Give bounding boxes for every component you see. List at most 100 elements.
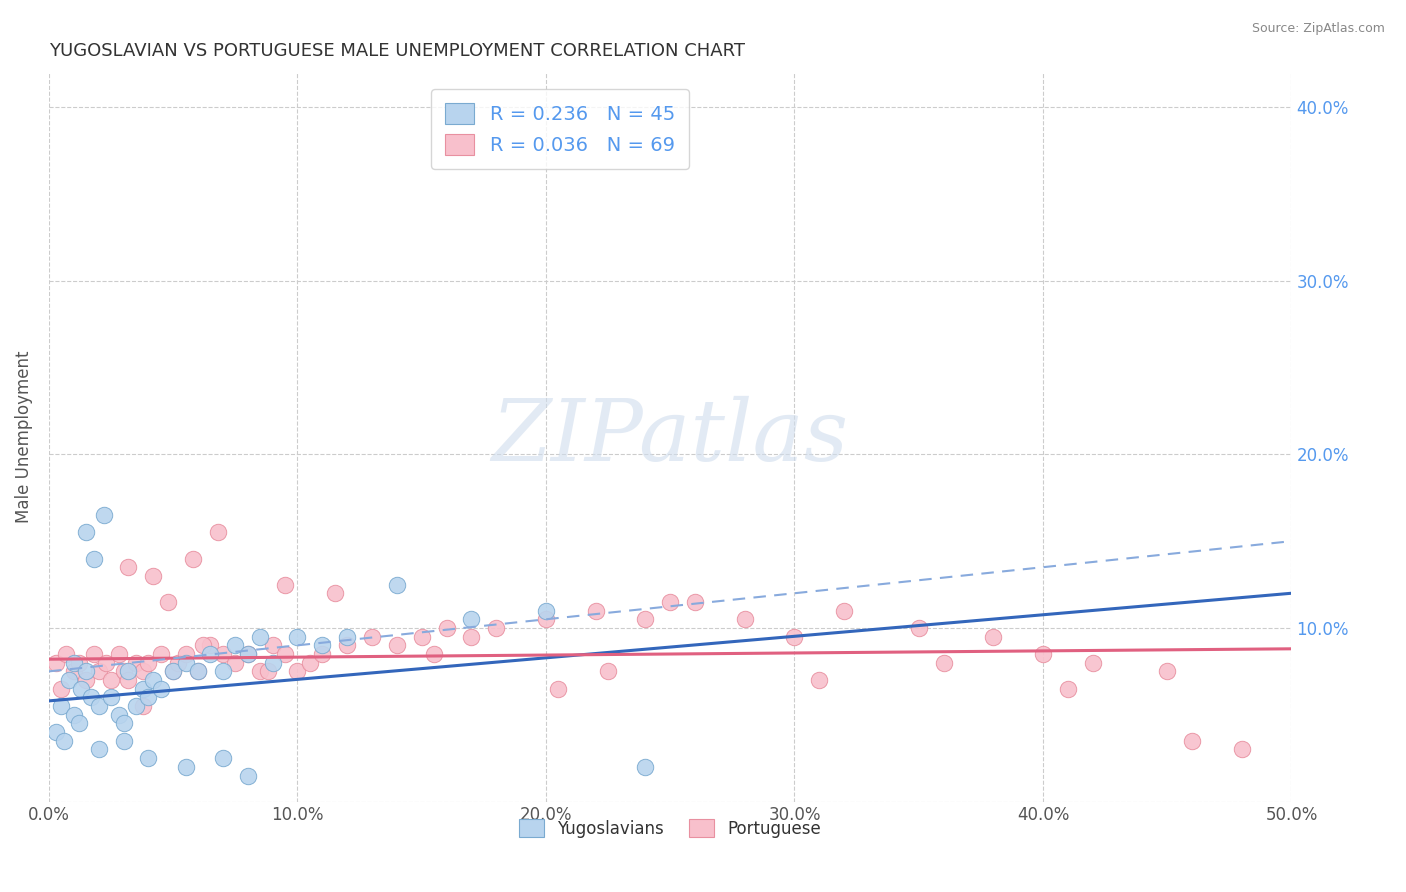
Point <box>142 569 165 583</box>
Text: YUGOSLAVIAN VS PORTUGUESE MALE UNEMPLOYMENT CORRELATION CHART: YUGOSLAVIAN VS PORTUGUESE MALE UNEMPLOYM… <box>49 42 745 60</box>
Point <box>311 647 333 661</box>
Point <box>162 665 184 679</box>
Point <box>734 612 756 626</box>
Point <box>83 647 105 661</box>
Point <box>132 699 155 714</box>
Point <box>411 630 433 644</box>
Point <box>117 560 139 574</box>
Point <box>262 638 284 652</box>
Point <box>87 699 110 714</box>
Point <box>75 525 97 540</box>
Point <box>1081 656 1104 670</box>
Point <box>336 638 359 652</box>
Point <box>236 647 259 661</box>
Point <box>287 630 309 644</box>
Point <box>585 604 607 618</box>
Text: Source: ZipAtlas.com: Source: ZipAtlas.com <box>1251 22 1385 36</box>
Point <box>117 665 139 679</box>
Point <box>132 665 155 679</box>
Point <box>94 656 117 670</box>
Point <box>174 760 197 774</box>
Point <box>981 630 1004 644</box>
Point <box>423 647 446 661</box>
Point <box>207 525 229 540</box>
Point <box>142 673 165 687</box>
Point <box>138 751 160 765</box>
Point <box>138 690 160 705</box>
Point <box>87 665 110 679</box>
Point <box>783 630 806 644</box>
Legend: Yugoslavians, Portuguese: Yugoslavians, Portuguese <box>512 813 828 845</box>
Point <box>80 690 103 705</box>
Point <box>174 647 197 661</box>
Point <box>436 621 458 635</box>
Point <box>634 760 657 774</box>
Point <box>83 551 105 566</box>
Point <box>162 665 184 679</box>
Point <box>298 656 321 670</box>
Point <box>125 656 148 670</box>
Point <box>67 716 90 731</box>
Point <box>63 656 86 670</box>
Point <box>149 681 172 696</box>
Point <box>67 656 90 670</box>
Point <box>93 508 115 522</box>
Point <box>683 595 706 609</box>
Point <box>385 638 408 652</box>
Point <box>262 656 284 670</box>
Point <box>249 630 271 644</box>
Point <box>157 595 180 609</box>
Point <box>1156 665 1178 679</box>
Point <box>191 638 214 652</box>
Y-axis label: Male Unemployment: Male Unemployment <box>15 351 32 524</box>
Point <box>249 665 271 679</box>
Point <box>200 647 222 661</box>
Point <box>596 665 619 679</box>
Point <box>932 656 955 670</box>
Point <box>323 586 346 600</box>
Point <box>63 665 86 679</box>
Point <box>1032 647 1054 661</box>
Point <box>634 612 657 626</box>
Point <box>212 647 235 661</box>
Point <box>187 665 209 679</box>
Point <box>112 665 135 679</box>
Point <box>212 665 235 679</box>
Point <box>51 681 73 696</box>
Point <box>58 673 80 687</box>
Point <box>100 673 122 687</box>
Point <box>224 656 246 670</box>
Point <box>460 630 482 644</box>
Point <box>70 681 93 696</box>
Point <box>287 665 309 679</box>
Point <box>87 742 110 756</box>
Point <box>200 638 222 652</box>
Point <box>224 638 246 652</box>
Point <box>75 665 97 679</box>
Point <box>181 551 204 566</box>
Point <box>534 612 557 626</box>
Point <box>112 734 135 748</box>
Point <box>274 647 297 661</box>
Point <box>117 673 139 687</box>
Point <box>547 681 569 696</box>
Point <box>174 656 197 670</box>
Point <box>63 707 86 722</box>
Point <box>1230 742 1253 756</box>
Point <box>132 681 155 696</box>
Text: ZIPatlas: ZIPatlas <box>492 396 849 478</box>
Point <box>167 656 190 670</box>
Point <box>107 647 129 661</box>
Point <box>1181 734 1204 748</box>
Point <box>274 577 297 591</box>
Point <box>236 647 259 661</box>
Point <box>45 656 67 670</box>
Point <box>107 707 129 722</box>
Point <box>125 699 148 714</box>
Point <box>808 673 831 687</box>
Point <box>460 612 482 626</box>
Point <box>832 604 855 618</box>
Point <box>336 630 359 644</box>
Point <box>212 751 235 765</box>
Point <box>256 665 278 679</box>
